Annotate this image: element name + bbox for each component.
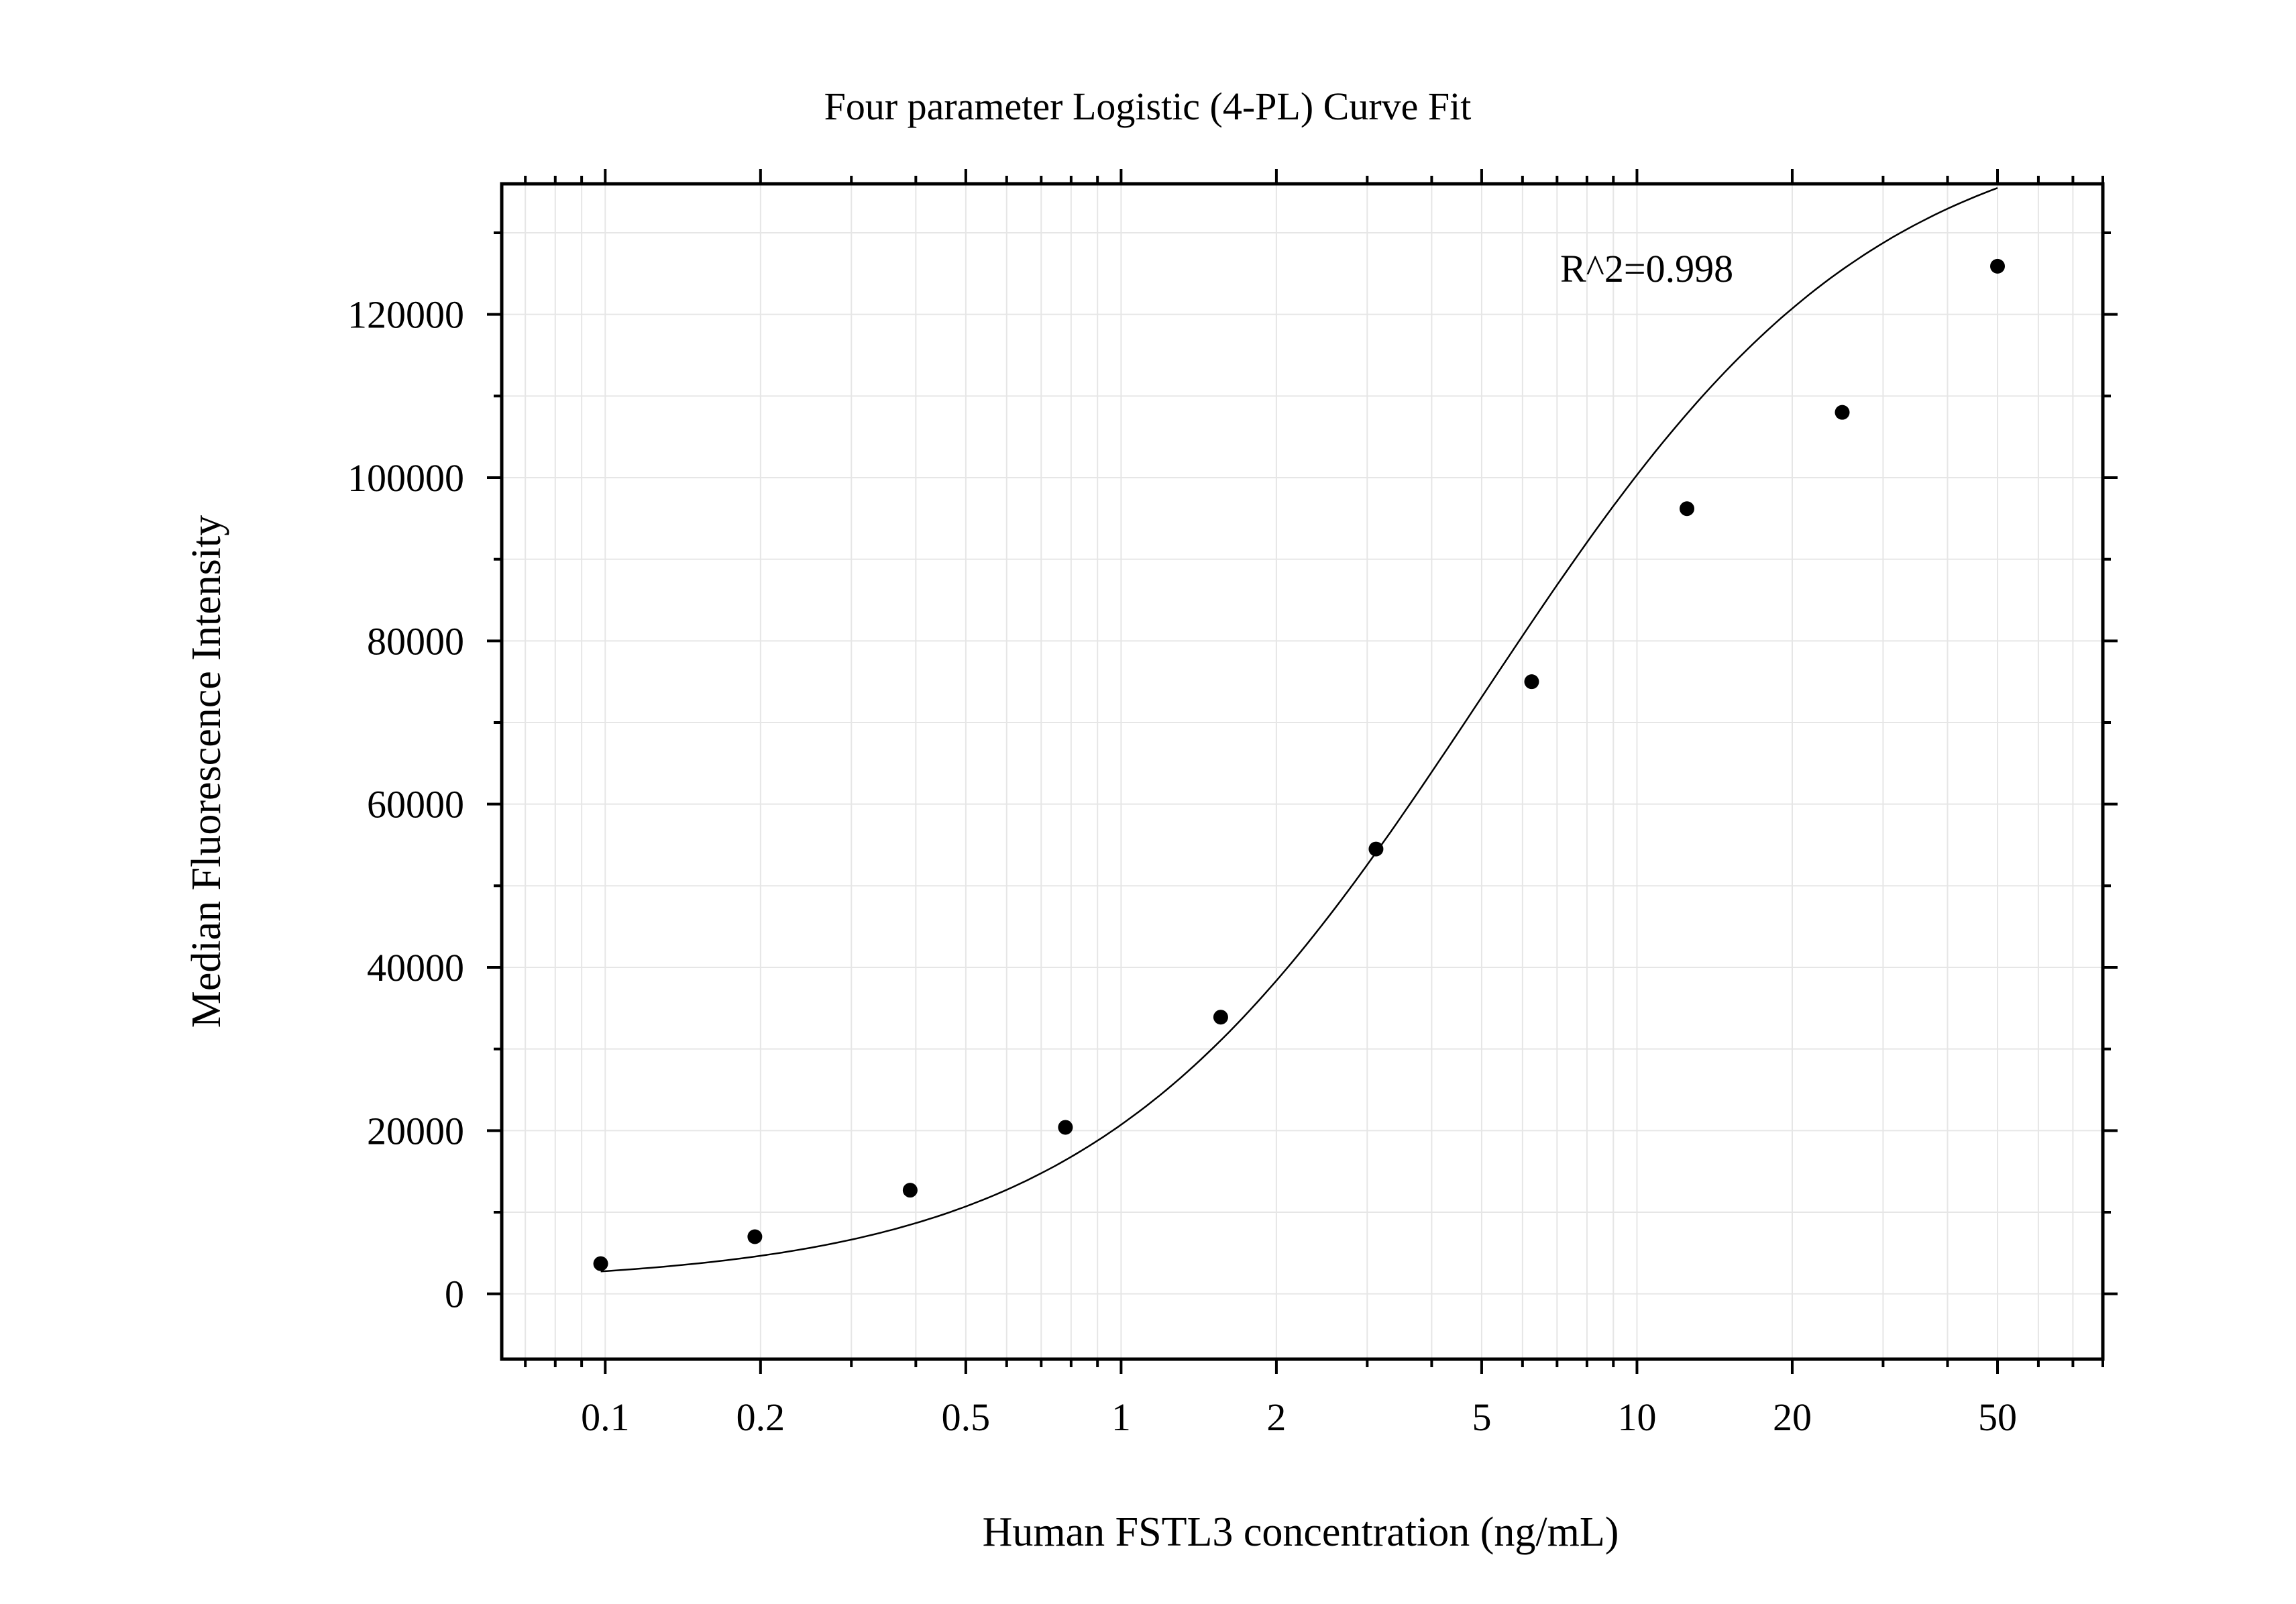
r-squared-annotation: R^2=0.998 [1560, 247, 1733, 290]
data-point [1524, 674, 1539, 690]
axes-layer [500, 182, 2105, 1361]
y-tick-label: 40000 [367, 946, 464, 990]
y-tick-label: 20000 [367, 1109, 464, 1153]
x-tick-label: 1 [1111, 1395, 1131, 1439]
x-tick-label: 50 [1978, 1395, 2017, 1439]
data-point [1368, 841, 1384, 857]
data-point [593, 1256, 608, 1271]
x-tick-label: 10 [1617, 1395, 1656, 1439]
y-tick-label: 80000 [367, 619, 464, 663]
data-point [1679, 501, 1694, 517]
y-tick-label: 120000 [347, 293, 464, 337]
chart-title: Four parameter Logistic (4-PL) Curve Fit [824, 85, 1472, 128]
data-point [1213, 1010, 1228, 1025]
x-tick-label: 20 [1773, 1395, 1812, 1439]
fit-curve-line [600, 187, 1998, 1273]
x-tick-label: 5 [1472, 1395, 1491, 1439]
data-point [747, 1229, 763, 1244]
y-axis-label: Median Fluorescence Intensity [184, 515, 229, 1028]
data-point [1990, 258, 2006, 274]
x-tick-label: 0.5 [942, 1395, 991, 1439]
y-tick-label: 60000 [367, 783, 464, 826]
data-point [902, 1183, 918, 1198]
points-layer [593, 258, 2006, 1271]
x-axis-label: Human FSTL3 concentration (ng/mL) [983, 1509, 1619, 1555]
grid-layer [502, 184, 2103, 1359]
y-tick-label: 100000 [347, 456, 464, 500]
y-tick-label: 0 [445, 1273, 464, 1316]
x-tick-label: 2 [1266, 1395, 1286, 1439]
x-tick-label: 0.1 [581, 1395, 630, 1439]
plot-frame [500, 182, 2105, 1361]
ticks-layer: 0.1 0.2 0.5 1 2 5 10 20 50 0 20000 40000 60000 80000 1… [347, 169, 2118, 1439]
data-point [1058, 1120, 1073, 1135]
data-point [1835, 405, 1850, 420]
x-tick-label: 0.2 [736, 1395, 785, 1439]
curve-layer [600, 187, 1998, 1273]
